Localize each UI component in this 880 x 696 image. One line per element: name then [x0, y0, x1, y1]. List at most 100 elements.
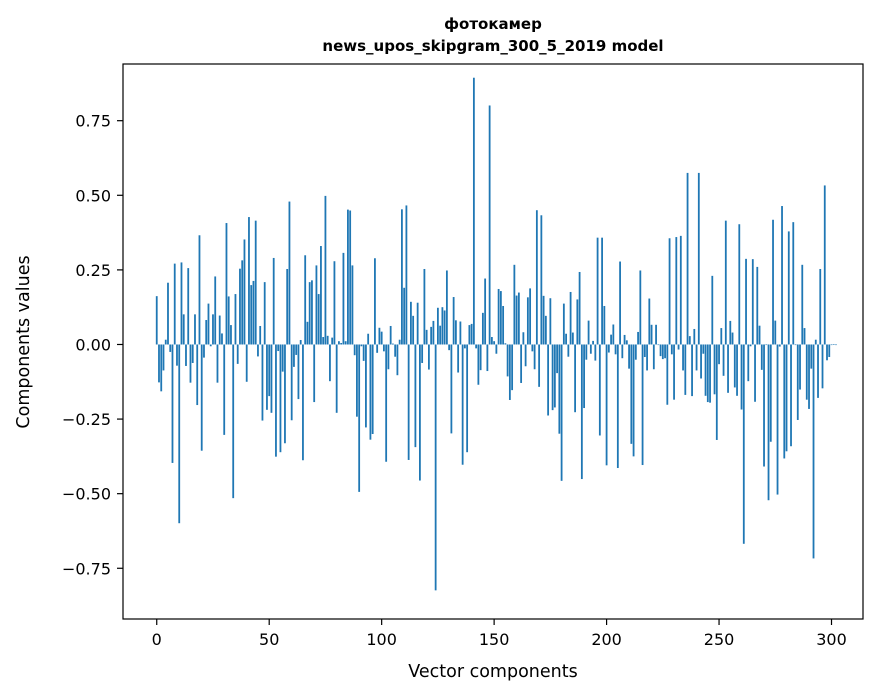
bar [374, 258, 376, 345]
bar [383, 344, 385, 352]
bar [709, 344, 711, 403]
bar [745, 258, 747, 345]
bar [711, 275, 714, 345]
bar [288, 201, 291, 345]
bar [277, 344, 280, 352]
bar [668, 238, 671, 345]
bar [673, 344, 675, 400]
bar [686, 172, 689, 345]
bar [272, 257, 275, 345]
bar [648, 298, 651, 345]
bar [162, 344, 165, 371]
bar [275, 344, 277, 457]
bar [207, 303, 210, 345]
bar [607, 344, 610, 353]
bar [486, 344, 489, 372]
bar [248, 217, 250, 345]
bar [601, 237, 603, 345]
bar [466, 344, 469, 453]
bar [790, 344, 792, 447]
x-tick-label: 250 [704, 630, 735, 649]
bar [342, 252, 345, 345]
bar [266, 344, 268, 410]
bar [574, 344, 576, 413]
bar [194, 314, 196, 345]
bar [520, 344, 523, 383]
bar [508, 344, 511, 400]
bar [652, 344, 655, 370]
bar [524, 344, 527, 367]
bar [245, 344, 248, 382]
bar [259, 325, 262, 345]
bar [666, 344, 669, 405]
bar [619, 261, 621, 345]
bar [353, 344, 356, 356]
bar [443, 310, 446, 345]
y-tick-label: −0.25 [62, 410, 111, 429]
bar [796, 344, 799, 420]
bar [526, 297, 529, 345]
bar [551, 344, 554, 411]
bar [436, 307, 439, 345]
bar [657, 344, 660, 346]
bar [185, 344, 187, 366]
bar [740, 344, 743, 410]
bar [695, 344, 698, 371]
bar [164, 339, 167, 345]
bar [252, 280, 255, 345]
bar [754, 344, 756, 402]
bar [655, 324, 657, 345]
bar [659, 344, 662, 357]
bar [542, 295, 545, 345]
bar [216, 344, 219, 383]
bar [547, 344, 550, 416]
bar [493, 341, 496, 345]
bar [589, 344, 592, 354]
bar [567, 344, 570, 357]
bar [401, 209, 403, 345]
bar [718, 344, 720, 365]
bar [830, 344, 833, 346]
bar [241, 260, 244, 345]
bar [263, 282, 266, 345]
bar [727, 344, 729, 393]
bar [637, 331, 639, 345]
bar [702, 344, 705, 354]
bar [295, 344, 298, 355]
y-axis-label: Components values [14, 255, 34, 428]
bar [812, 344, 815, 559]
bar [781, 206, 783, 345]
bar [553, 344, 556, 408]
bar [176, 344, 178, 366]
bar [814, 339, 817, 345]
bar [475, 344, 478, 349]
bar [243, 239, 246, 345]
bar [380, 331, 383, 345]
bar [347, 209, 349, 345]
bar [691, 344, 693, 397]
bar [724, 220, 727, 345]
bar [463, 344, 466, 349]
bar [826, 344, 828, 361]
bar [531, 344, 534, 352]
bar [587, 320, 590, 345]
x-tick-label: 300 [816, 630, 847, 649]
bar [326, 335, 329, 345]
bar [765, 344, 768, 346]
bar [594, 344, 597, 361]
bar [641, 344, 644, 466]
bar [632, 344, 635, 457]
y-tick-label: −0.50 [62, 485, 111, 504]
bar [218, 315, 221, 345]
bar [392, 343, 394, 345]
bar [205, 320, 208, 345]
bar [623, 334, 626, 345]
bar [191, 344, 194, 363]
bar [677, 344, 680, 350]
bar [720, 328, 723, 345]
bar [398, 339, 401, 345]
bar [234, 294, 237, 345]
bar [412, 315, 415, 345]
bar [715, 344, 718, 440]
bar [317, 294, 320, 345]
